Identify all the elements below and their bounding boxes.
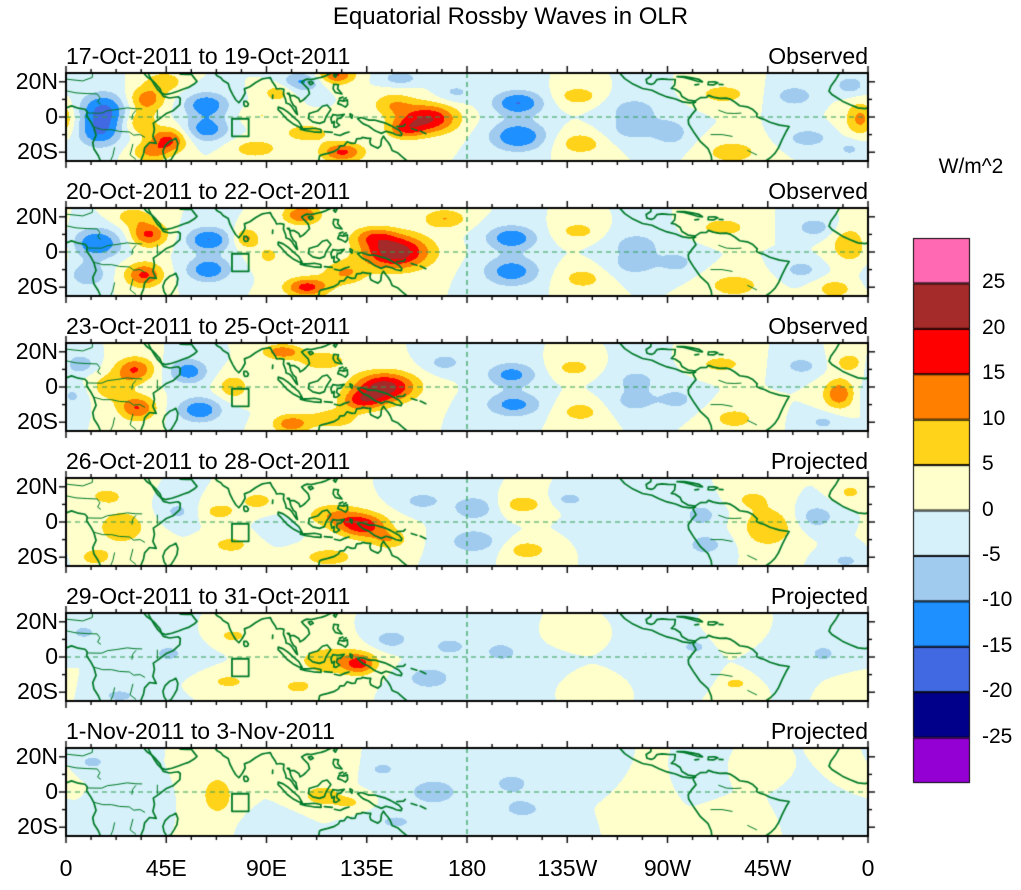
lat-tick-label: 0 [45,643,58,669]
lon-tick-label: 0 [59,855,73,881]
lon-tick-label: 180 [447,855,487,881]
lat-tick-label: 20S [17,138,58,165]
colorbar-tick-label: 10 [982,406,1006,430]
panel-status-label: Projected [770,718,868,744]
lat-tick-label: 20N [15,67,58,94]
colorbar-tick-label: -15 [982,633,1013,657]
lon-tick-label: 45E [145,855,187,881]
lat-tick-label: 0 [45,778,58,804]
colorbar-tick-label: -10 [982,588,1013,612]
lat-tick-label: 20N [15,607,58,634]
lon-tick-label: 135W [537,855,598,881]
colorbar-tick-label: -5 [982,542,1001,566]
colorbar-tick-label: 15 [982,361,1006,385]
panel-status-label: Observed [768,43,868,69]
lat-tick-label: 20S [17,678,58,705]
lat-tick-label: 20N [15,472,58,499]
lat-tick-label: 0 [45,373,58,399]
lon-tick-label: 135E [339,855,394,881]
panel-status-label: Observed [768,313,868,339]
panel-status-label: Projected [770,583,868,609]
panel-date-label: 20-Oct-2011 to 22-Oct-2011 [66,178,351,204]
colorbar-tick-label: -20 [982,679,1013,703]
panel-status-label: Observed [768,178,868,204]
colorbar-tick-label: -25 [982,724,1013,748]
lon-tick-label: 90W [643,855,692,881]
lat-tick-label: 0 [45,238,58,264]
lat-tick-label: 20S [17,273,58,300]
lat-tick-label: 20S [17,543,58,570]
colorbar-tick-label: 0 [982,497,994,521]
panel-date-label: 23-Oct-2011 to 25-Oct-2011 [66,313,351,339]
lon-tick-label: 45W [744,855,792,881]
lat-tick-label: 20N [15,337,58,364]
lat-tick-label: 20S [17,408,58,435]
chart-title: Equatorial Rossby Waves in OLR [332,3,689,30]
panel-date-label: 1-Nov-2011 to 3-Nov-2011 [66,718,335,744]
lat-tick-label: 20S [17,813,58,840]
panel-date-label: 26-Oct-2011 to 28-Oct-2011 [66,448,351,474]
colorbar-tick-label: 25 [982,270,1006,294]
panel-status-label: Projected [770,448,868,474]
colorbar-tick-label: 20 [982,315,1006,339]
panel-date-label: 17-Oct-2011 to 19-Oct-2011 [66,43,351,69]
lat-tick-label: 20N [15,202,58,229]
panel-date-label: 29-Oct-2011 to 31-Oct-2011 [66,583,351,609]
lon-tick-label: 0 [861,855,875,881]
colorbar-unit-label: W/m^2 [938,155,1004,178]
lat-tick-label: 20N [15,742,58,769]
lon-tick-label: 90E [246,855,287,881]
colorbar-tick-label: 5 [982,452,994,476]
lat-tick-label: 0 [45,103,58,129]
lat-tick-label: 0 [45,508,58,534]
